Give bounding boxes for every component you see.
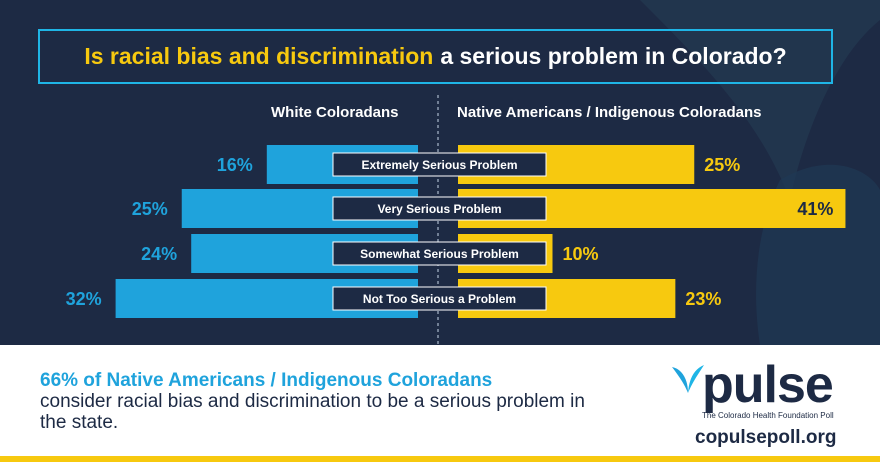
column-header-native: Native Americans / Indigenous Coloradans	[457, 104, 762, 121]
bottom-accent-bar	[0, 456, 880, 462]
category-label: Not Too Serious a Problem	[363, 292, 516, 306]
category-label: Extremely Serious Problem	[361, 158, 517, 172]
data-label-white: 25%	[132, 199, 168, 219]
category-label: Somewhat Serious Problem	[360, 247, 519, 261]
takeaway-text: 66% of Native Americans / Indigenous Col…	[40, 370, 600, 433]
chart-panel: Is racial bias and discrimination a seri…	[0, 0, 880, 345]
title-highlight: Is racial bias and discrimination	[84, 43, 434, 69]
takeaway-body: consider racial bias and discrimination …	[40, 391, 585, 433]
data-label-native: 25%	[704, 155, 740, 175]
category-label-box	[332, 286, 547, 311]
category-label-box	[332, 241, 547, 266]
column-header-white: White Coloradans	[271, 104, 399, 121]
diverging-bar-chart: Extremely Serious Problem 16% 25% Very Seri…	[66, 95, 846, 345]
footer: 66% of Native Americans / Indigenous Col…	[0, 345, 880, 462]
website-url: copulsepoll.org	[695, 427, 837, 448]
chart-title: Is racial bias and discrimination a seri…	[38, 29, 833, 84]
category-label: Very Serious Problem	[377, 202, 501, 216]
data-label-white: 32%	[66, 289, 102, 309]
category-label-box	[332, 152, 547, 177]
data-label-white: 24%	[141, 244, 177, 264]
data-label-native: 10%	[563, 244, 599, 264]
title-rest: a serious problem in Colorado?	[440, 43, 787, 69]
takeaway-highlight: 66% of Native Americans / Indigenous Col…	[40, 370, 493, 391]
logo-tagline: The Colorado Health Foundation Poll	[702, 411, 834, 420]
category-label-box	[332, 196, 547, 221]
data-label-white: 16%	[217, 155, 253, 175]
pulse-logo: pulse	[702, 356, 834, 414]
data-label-native: 23%	[685, 289, 721, 309]
leaf-icon	[672, 365, 704, 393]
data-label-native: 41%	[797, 199, 833, 219]
